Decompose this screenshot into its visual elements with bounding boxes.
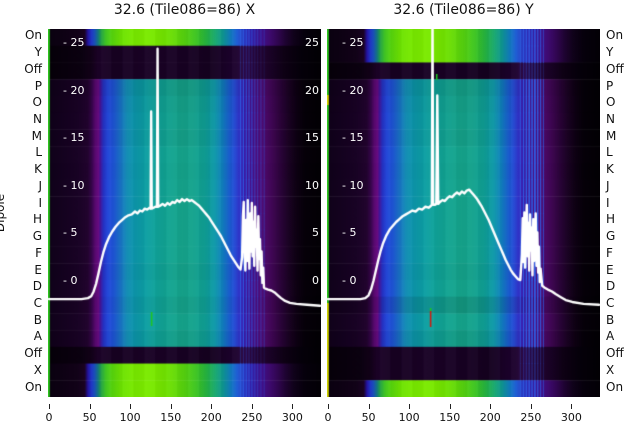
x-axis-tick-label: 300 (560, 411, 582, 424)
x-axis-tick (490, 404, 492, 409)
value-tick-label: - 20 (63, 83, 85, 97)
value-tick-label: - 20 (342, 83, 364, 97)
x-axis-tick (251, 404, 253, 409)
row-label-right: N (606, 112, 615, 126)
value-tick-label: - 25 (342, 36, 364, 49)
row-label-left: L (35, 145, 42, 160)
row-label-left: X (33, 362, 42, 377)
row-label-right: C (606, 296, 615, 310)
row-label-left: J (38, 178, 42, 193)
x-axis-tick-label: 150 (439, 411, 461, 424)
row-label-right: Off (606, 61, 624, 76)
row-label-left: Off (24, 61, 42, 76)
x-axis-tick (530, 404, 532, 409)
row-label-right: G (606, 229, 616, 244)
row-label-right: D (606, 279, 616, 294)
value-tick-label-right: 10 (305, 178, 319, 192)
row-label-right: L (606, 145, 613, 160)
row-label-left: E (34, 262, 42, 277)
row-label-left: I (38, 195, 42, 210)
x-axis-tick (368, 404, 370, 409)
row-label-right: B (606, 312, 615, 327)
row-label-left: Off (24, 346, 42, 361)
row-label-left: G (32, 229, 42, 244)
row-label-left: K (34, 162, 42, 177)
x-axis-tick (328, 404, 329, 409)
value-tick-label-right: 5 (312, 226, 319, 240)
value-tick-label: - 0 (63, 274, 78, 287)
x-axis-tick (292, 404, 294, 409)
row-label-left: M (31, 128, 42, 143)
x-axis-tick (409, 404, 411, 409)
value-tick-label: - 15 (63, 131, 85, 145)
x-axis-tick (170, 404, 172, 409)
heatmap-panel-x (48, 29, 321, 397)
panel-x-title: 32.6 (Tile086=86) X (113, 2, 256, 18)
row-label-right: X (606, 362, 615, 377)
row-label-left: O (32, 95, 42, 110)
x-axis-tick (449, 404, 451, 409)
row-label-left: On (24, 28, 42, 43)
x-axis-tick (211, 404, 213, 409)
value-tick-label: - 0 (342, 274, 357, 287)
x-axis-tick-label: 0 (324, 411, 332, 424)
x-axis-tick-label: 150 (160, 411, 182, 424)
row-label-right: Y (606, 45, 614, 60)
value-tick-label-right: 25 (305, 36, 319, 49)
row-label-left: B (33, 312, 42, 327)
value-tick-label: - 5 (63, 226, 78, 240)
value-tick-label: - 15 (342, 131, 364, 145)
row-label-right: P (606, 78, 614, 93)
row-label-left: On (24, 379, 42, 394)
x-axis-tick-label: 100 (119, 411, 141, 424)
row-label-left: C (33, 296, 42, 310)
value-tick-label-right: 0 (312, 274, 319, 287)
row-label-right: F (606, 245, 613, 260)
x-axis-tick-label: 300 (281, 411, 303, 424)
x-axis-tick (89, 404, 91, 409)
row-label-right: O (606, 95, 616, 110)
x-axis-tick (49, 404, 50, 409)
row-label-right: I (606, 195, 610, 210)
value-tick-label-right: 15 (305, 131, 319, 145)
row-label-left: N (33, 112, 42, 126)
x-axis-tick-label: 0 (45, 411, 53, 424)
x-axis-tick (130, 404, 132, 409)
row-label-left: F (35, 245, 42, 260)
x-axis-tick-label: 200 (479, 411, 501, 424)
row-label-right: On (606, 28, 624, 43)
value-tick-label: - 5 (342, 226, 357, 240)
row-label-left: D (32, 279, 42, 294)
x-axis-tick-label: 250 (241, 411, 263, 424)
row-label-left: A (33, 329, 42, 344)
x-axis-tick-label: 100 (398, 411, 420, 424)
row-label-right: A (606, 329, 615, 344)
value-tick-label: - 25 (63, 36, 85, 49)
x-axis-tick-label: 200 (200, 411, 222, 424)
row-label-right: E (606, 262, 614, 277)
row-label-right: H (606, 212, 616, 227)
x-axis-tick-label: 50 (82, 411, 97, 424)
panel-y-title: 32.6 (Tile086=86) Y (393, 2, 534, 18)
value-tick-label-right: 20 (305, 83, 319, 97)
row-label-right: M (606, 128, 617, 143)
x-axis-tick-label: 250 (520, 411, 542, 424)
heatmap-panel-y (327, 29, 600, 397)
row-label-right: Off (606, 346, 624, 361)
x-axis-tick (571, 404, 573, 409)
x-axis-tick-label: 50 (361, 411, 376, 424)
row-label-left: P (34, 78, 42, 93)
row-label-right: On (606, 379, 624, 394)
row-label-right: J (606, 178, 610, 193)
row-label-right: K (606, 162, 614, 177)
row-label-left: H (32, 212, 42, 227)
value-tick-label: - 10 (342, 178, 364, 192)
row-label-left: Y (34, 45, 42, 60)
value-tick-label: - 10 (63, 178, 85, 192)
